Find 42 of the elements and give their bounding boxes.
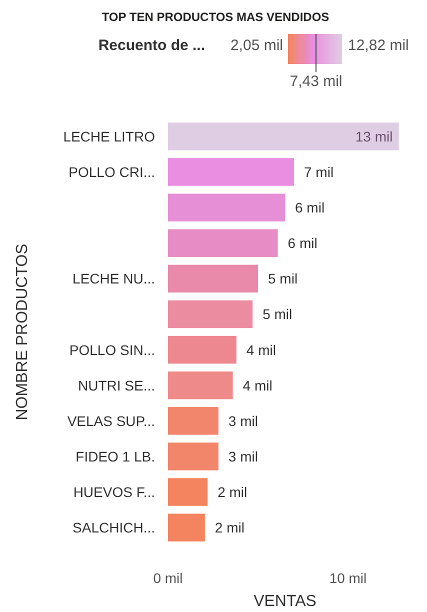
data-label: 2 mil (218, 484, 248, 500)
y-tick-label: NUTRI SE... (78, 377, 155, 394)
x-axis-title: VENTAS (254, 593, 316, 610)
text: 2,05 mil (230, 37, 283, 54)
data-label: 4 mil (246, 342, 276, 358)
y-tick-label: POLLO SIN... (69, 342, 155, 358)
data-label: 13 mil (355, 128, 393, 144)
chart-title: TOP TEN PRODUCTOS MAS VENDIDOS (102, 10, 330, 24)
bar (168, 264, 258, 293)
data-label: 5 mil (268, 270, 298, 287)
color-bar-title: Recuento de ... (98, 37, 205, 54)
bar (168, 122, 399, 150)
data-label: 5 mil (262, 306, 292, 322)
bar (168, 194, 285, 222)
bar (168, 407, 218, 435)
data-label: 3 mil (228, 412, 258, 429)
y-tick-label: SALCHICH... (72, 520, 155, 536)
y-tick-label: HUEVOS F... (73, 484, 155, 500)
data-label: 3 mil (228, 448, 258, 464)
text: 7,43 mil (290, 73, 342, 90)
bar (168, 158, 294, 186)
y-tick-label: POLLO CRI... (68, 164, 155, 180)
data-label: 2 mil (214, 520, 244, 536)
y-tick-label: LECHE NU... (72, 270, 155, 287)
bar (168, 229, 278, 257)
bar (168, 478, 208, 506)
x-tick-label: 10 mil (329, 570, 367, 586)
y-tick-label: FIDEO 1 LB. (76, 448, 155, 464)
x-tick-label: 0 mil (153, 570, 183, 586)
data-label: 4 mil (242, 377, 272, 394)
data-label: 7 mil (304, 164, 334, 180)
y-tick-label: LECHE LITRO (63, 128, 156, 144)
bar (168, 300, 253, 328)
bar (168, 371, 233, 400)
data-label: 6 mil (295, 200, 325, 216)
text: 12,82 mil (348, 37, 409, 54)
data-label: 6 mil (288, 235, 318, 252)
bar (168, 442, 218, 470)
bar (168, 336, 236, 364)
bar (168, 514, 205, 542)
y-tick-label: VELAS SUP... (67, 412, 155, 429)
y-axis-title: NOMBRE PRODUCTOS (14, 244, 31, 420)
